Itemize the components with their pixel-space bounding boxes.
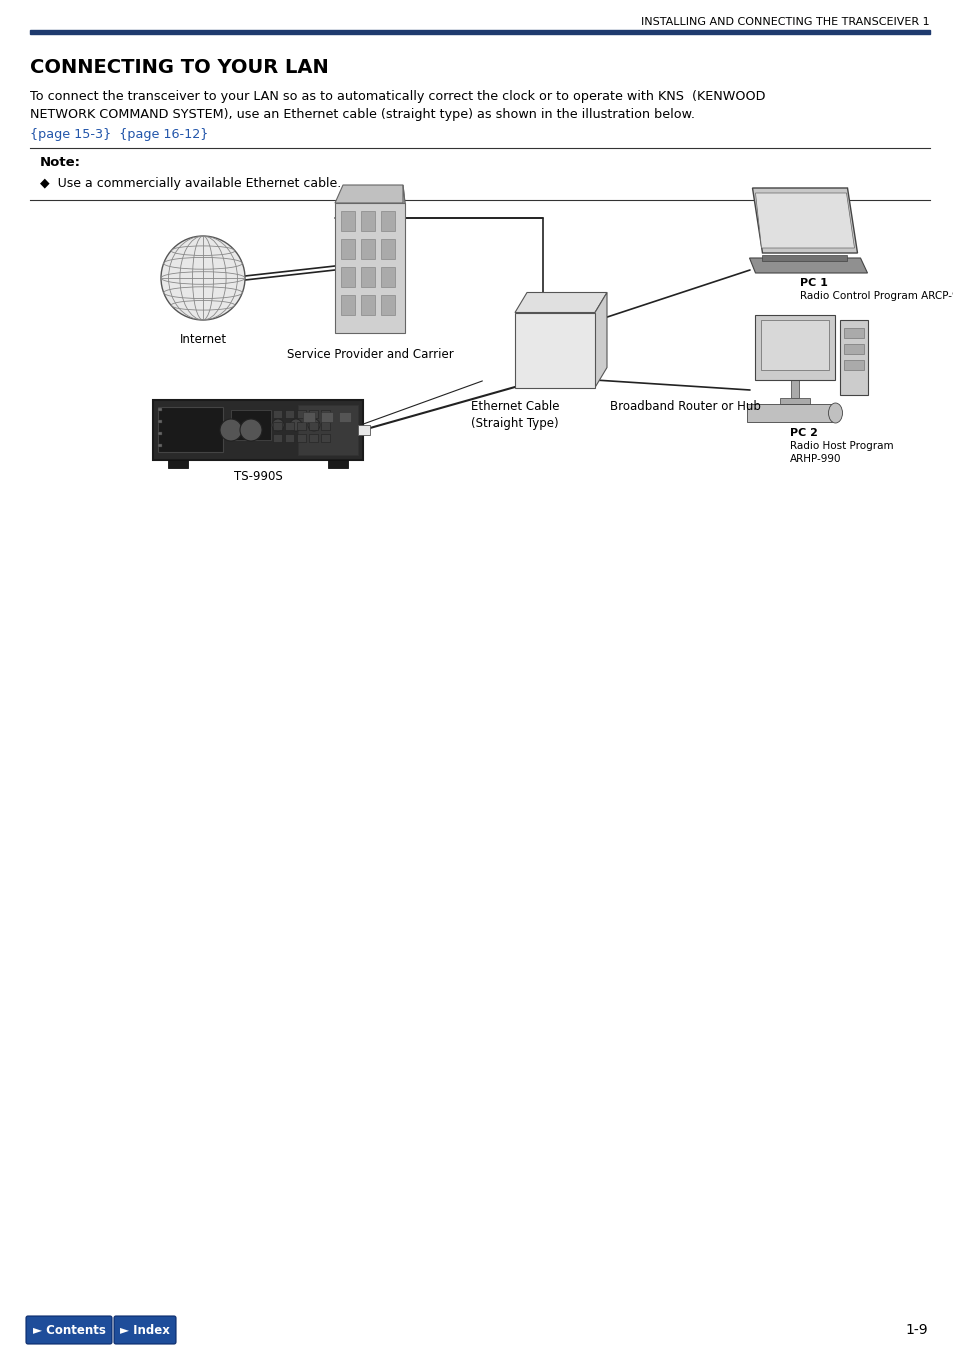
Text: Note:: Note: — [40, 157, 81, 169]
Bar — [340, 296, 355, 315]
Bar — [338, 412, 351, 423]
Bar — [320, 423, 330, 431]
Text: ► Index: ► Index — [120, 1323, 170, 1336]
Bar — [158, 420, 162, 423]
Bar — [158, 432, 162, 435]
FancyBboxPatch shape — [113, 1316, 175, 1345]
Text: Internet: Internet — [179, 333, 226, 346]
Bar — [309, 423, 317, 431]
Text: Broadband Router or Hub: Broadband Router or Hub — [609, 400, 760, 413]
Text: Ethernet Cable
(Straight Type): Ethernet Cable (Straight Type) — [470, 400, 558, 431]
Bar — [285, 423, 294, 431]
Bar — [360, 211, 375, 231]
Circle shape — [161, 236, 245, 320]
Bar — [780, 398, 809, 404]
Bar — [340, 267, 355, 288]
Bar — [320, 410, 330, 418]
Text: NETWORK COMMAND SYSTEM), use an Ethernet cable (straight type) as shown in the i: NETWORK COMMAND SYSTEM), use an Ethernet… — [30, 108, 695, 122]
Bar — [790, 379, 799, 398]
Bar — [360, 239, 375, 259]
Text: Service Provider and Carrier: Service Provider and Carrier — [286, 348, 453, 360]
Polygon shape — [755, 193, 854, 248]
Bar — [843, 360, 863, 370]
Bar — [380, 267, 395, 288]
Bar — [335, 202, 405, 333]
Bar — [357, 425, 370, 435]
Text: INSTALLING AND CONNECTING THE TRANSCEIVER 1: INSTALLING AND CONNECTING THE TRANSCEIVE… — [640, 18, 929, 27]
Bar — [761, 255, 846, 261]
Text: CONNECTING TO YOUR LAN: CONNECTING TO YOUR LAN — [30, 58, 329, 77]
Bar — [309, 433, 317, 441]
Polygon shape — [752, 188, 857, 252]
Text: To connect the transceiver to your LAN so as to automatically correct the clock : To connect the transceiver to your LAN s… — [30, 90, 764, 103]
Bar — [231, 410, 271, 440]
Text: Radio Host Program: Radio Host Program — [789, 441, 893, 451]
Bar — [380, 296, 395, 315]
Bar — [320, 433, 330, 441]
Text: PC 1: PC 1 — [800, 278, 827, 288]
Polygon shape — [335, 185, 405, 202]
Bar — [285, 433, 294, 441]
Text: 1-9: 1-9 — [904, 1323, 927, 1336]
Text: ► Contents: ► Contents — [32, 1323, 106, 1336]
Bar — [320, 412, 333, 423]
Bar — [840, 320, 867, 396]
Circle shape — [220, 418, 242, 441]
Ellipse shape — [827, 404, 841, 423]
Bar — [380, 211, 395, 231]
Bar — [843, 328, 863, 338]
Bar — [273, 410, 282, 418]
Bar — [30, 30, 929, 34]
Bar — [328, 460, 348, 468]
Bar — [754, 315, 834, 379]
Bar — [296, 433, 306, 441]
Text: ARHP-990: ARHP-990 — [789, 454, 841, 464]
Bar — [843, 344, 863, 354]
Bar — [168, 460, 188, 468]
Bar — [360, 296, 375, 315]
Bar — [158, 406, 223, 452]
Polygon shape — [595, 293, 606, 387]
Polygon shape — [402, 185, 405, 333]
Bar — [297, 405, 357, 455]
FancyBboxPatch shape — [26, 1316, 112, 1345]
Bar — [360, 267, 375, 288]
Bar — [515, 312, 595, 387]
Bar — [340, 211, 355, 231]
Polygon shape — [515, 293, 606, 312]
Polygon shape — [749, 258, 866, 273]
Bar — [158, 444, 162, 447]
Circle shape — [308, 418, 319, 431]
Circle shape — [272, 418, 284, 431]
Bar — [273, 423, 282, 431]
Circle shape — [240, 418, 262, 441]
Bar — [152, 400, 363, 460]
Bar — [273, 433, 282, 441]
Bar — [158, 408, 162, 410]
Text: {page 15-3}  {page 16-12}: {page 15-3} {page 16-12} — [30, 128, 208, 140]
Bar — [309, 410, 317, 418]
Text: PC 2: PC 2 — [789, 428, 817, 437]
Bar — [340, 239, 355, 259]
Text: Radio Control Program ARCP-990: Radio Control Program ARCP-990 — [800, 292, 953, 301]
Bar — [296, 423, 306, 431]
Bar — [285, 410, 294, 418]
Bar — [760, 320, 828, 370]
Text: ◆  Use a commercially available Ethernet cable.: ◆ Use a commercially available Ethernet … — [40, 177, 341, 190]
Bar — [296, 410, 306, 418]
Bar — [303, 412, 314, 423]
Text: TS-990S: TS-990S — [233, 470, 282, 483]
Circle shape — [290, 418, 302, 431]
Bar — [380, 239, 395, 259]
Bar — [747, 404, 832, 423]
